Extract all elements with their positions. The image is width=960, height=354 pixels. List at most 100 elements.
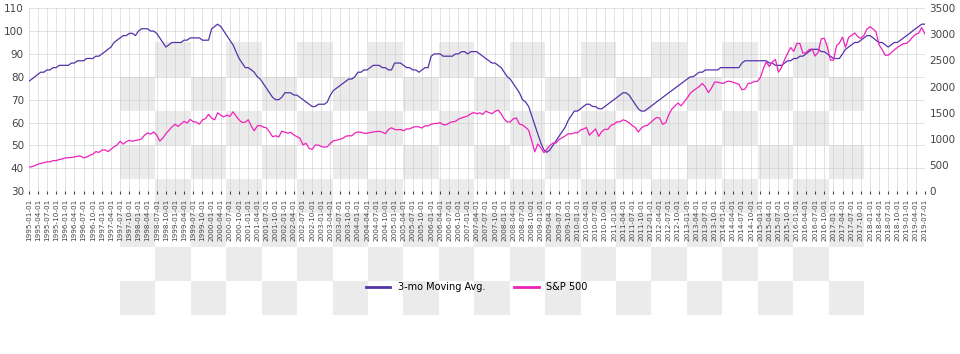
Bar [120, 179, 156, 213]
Bar [616, 111, 652, 145]
Bar [332, 179, 368, 213]
Bar [156, 281, 191, 315]
Bar [581, 213, 616, 247]
Bar [332, 145, 368, 179]
Bar [227, 42, 262, 76]
Bar [298, 213, 332, 247]
Bar [545, 111, 581, 145]
Bar [439, 145, 474, 179]
Bar [652, 111, 686, 145]
Bar [403, 76, 439, 110]
Bar [828, 111, 864, 145]
Bar [757, 213, 793, 247]
Bar [581, 111, 616, 145]
Bar [474, 247, 510, 281]
Bar [156, 247, 191, 281]
Bar [545, 42, 581, 76]
Bar [581, 281, 616, 315]
Bar [581, 179, 616, 213]
Bar [474, 281, 510, 315]
Bar [510, 145, 545, 179]
Bar [227, 145, 262, 179]
Bar [616, 247, 652, 281]
Bar [262, 42, 298, 76]
Bar [510, 42, 545, 76]
Bar [581, 42, 616, 76]
Bar [298, 111, 332, 145]
Bar [828, 213, 864, 247]
Bar [757, 281, 793, 315]
Bar [793, 281, 828, 315]
Bar [474, 76, 510, 110]
Bar [757, 179, 793, 213]
Bar [368, 179, 403, 213]
Bar [474, 111, 510, 145]
Bar [652, 179, 686, 213]
Bar [510, 281, 545, 315]
Bar [616, 281, 652, 315]
Bar [510, 76, 545, 110]
Bar [686, 179, 722, 213]
Bar [722, 179, 757, 213]
Bar [298, 179, 332, 213]
Bar [686, 213, 722, 247]
Bar [262, 76, 298, 110]
Bar [120, 111, 156, 145]
Bar [191, 179, 227, 213]
Bar [686, 111, 722, 145]
Bar [332, 281, 368, 315]
Bar [156, 145, 191, 179]
Bar [298, 76, 332, 110]
Bar [120, 281, 156, 315]
Bar [510, 247, 545, 281]
Bar [474, 145, 510, 179]
Bar [757, 42, 793, 76]
Bar [616, 145, 652, 179]
Bar [545, 213, 581, 247]
Bar [545, 179, 581, 213]
Bar [298, 247, 332, 281]
Bar [757, 76, 793, 110]
Bar [757, 145, 793, 179]
Bar [156, 111, 191, 145]
Bar [191, 145, 227, 179]
Bar [616, 179, 652, 213]
Bar [227, 213, 262, 247]
Bar [686, 247, 722, 281]
Bar [191, 281, 227, 315]
Bar [227, 111, 262, 145]
Bar [403, 111, 439, 145]
Bar [545, 76, 581, 110]
Bar [828, 76, 864, 110]
Bar [474, 179, 510, 213]
Bar [227, 76, 262, 110]
Bar [439, 179, 474, 213]
Bar [120, 145, 156, 179]
Bar [332, 247, 368, 281]
Bar [652, 145, 686, 179]
Bar [227, 247, 262, 281]
Bar [332, 213, 368, 247]
Bar [616, 76, 652, 110]
Bar [368, 247, 403, 281]
Bar [793, 213, 828, 247]
Bar [828, 247, 864, 281]
Bar [403, 145, 439, 179]
Bar [262, 213, 298, 247]
Bar [403, 281, 439, 315]
Bar [722, 247, 757, 281]
Bar [262, 179, 298, 213]
Bar [510, 179, 545, 213]
Bar [120, 247, 156, 281]
Bar [262, 145, 298, 179]
Bar [722, 213, 757, 247]
Bar [439, 76, 474, 110]
Bar [298, 145, 332, 179]
Bar [191, 76, 227, 110]
Bar [439, 213, 474, 247]
Bar [828, 145, 864, 179]
Bar [120, 42, 156, 76]
Bar [262, 111, 298, 145]
Bar [298, 42, 332, 76]
Bar [368, 145, 403, 179]
